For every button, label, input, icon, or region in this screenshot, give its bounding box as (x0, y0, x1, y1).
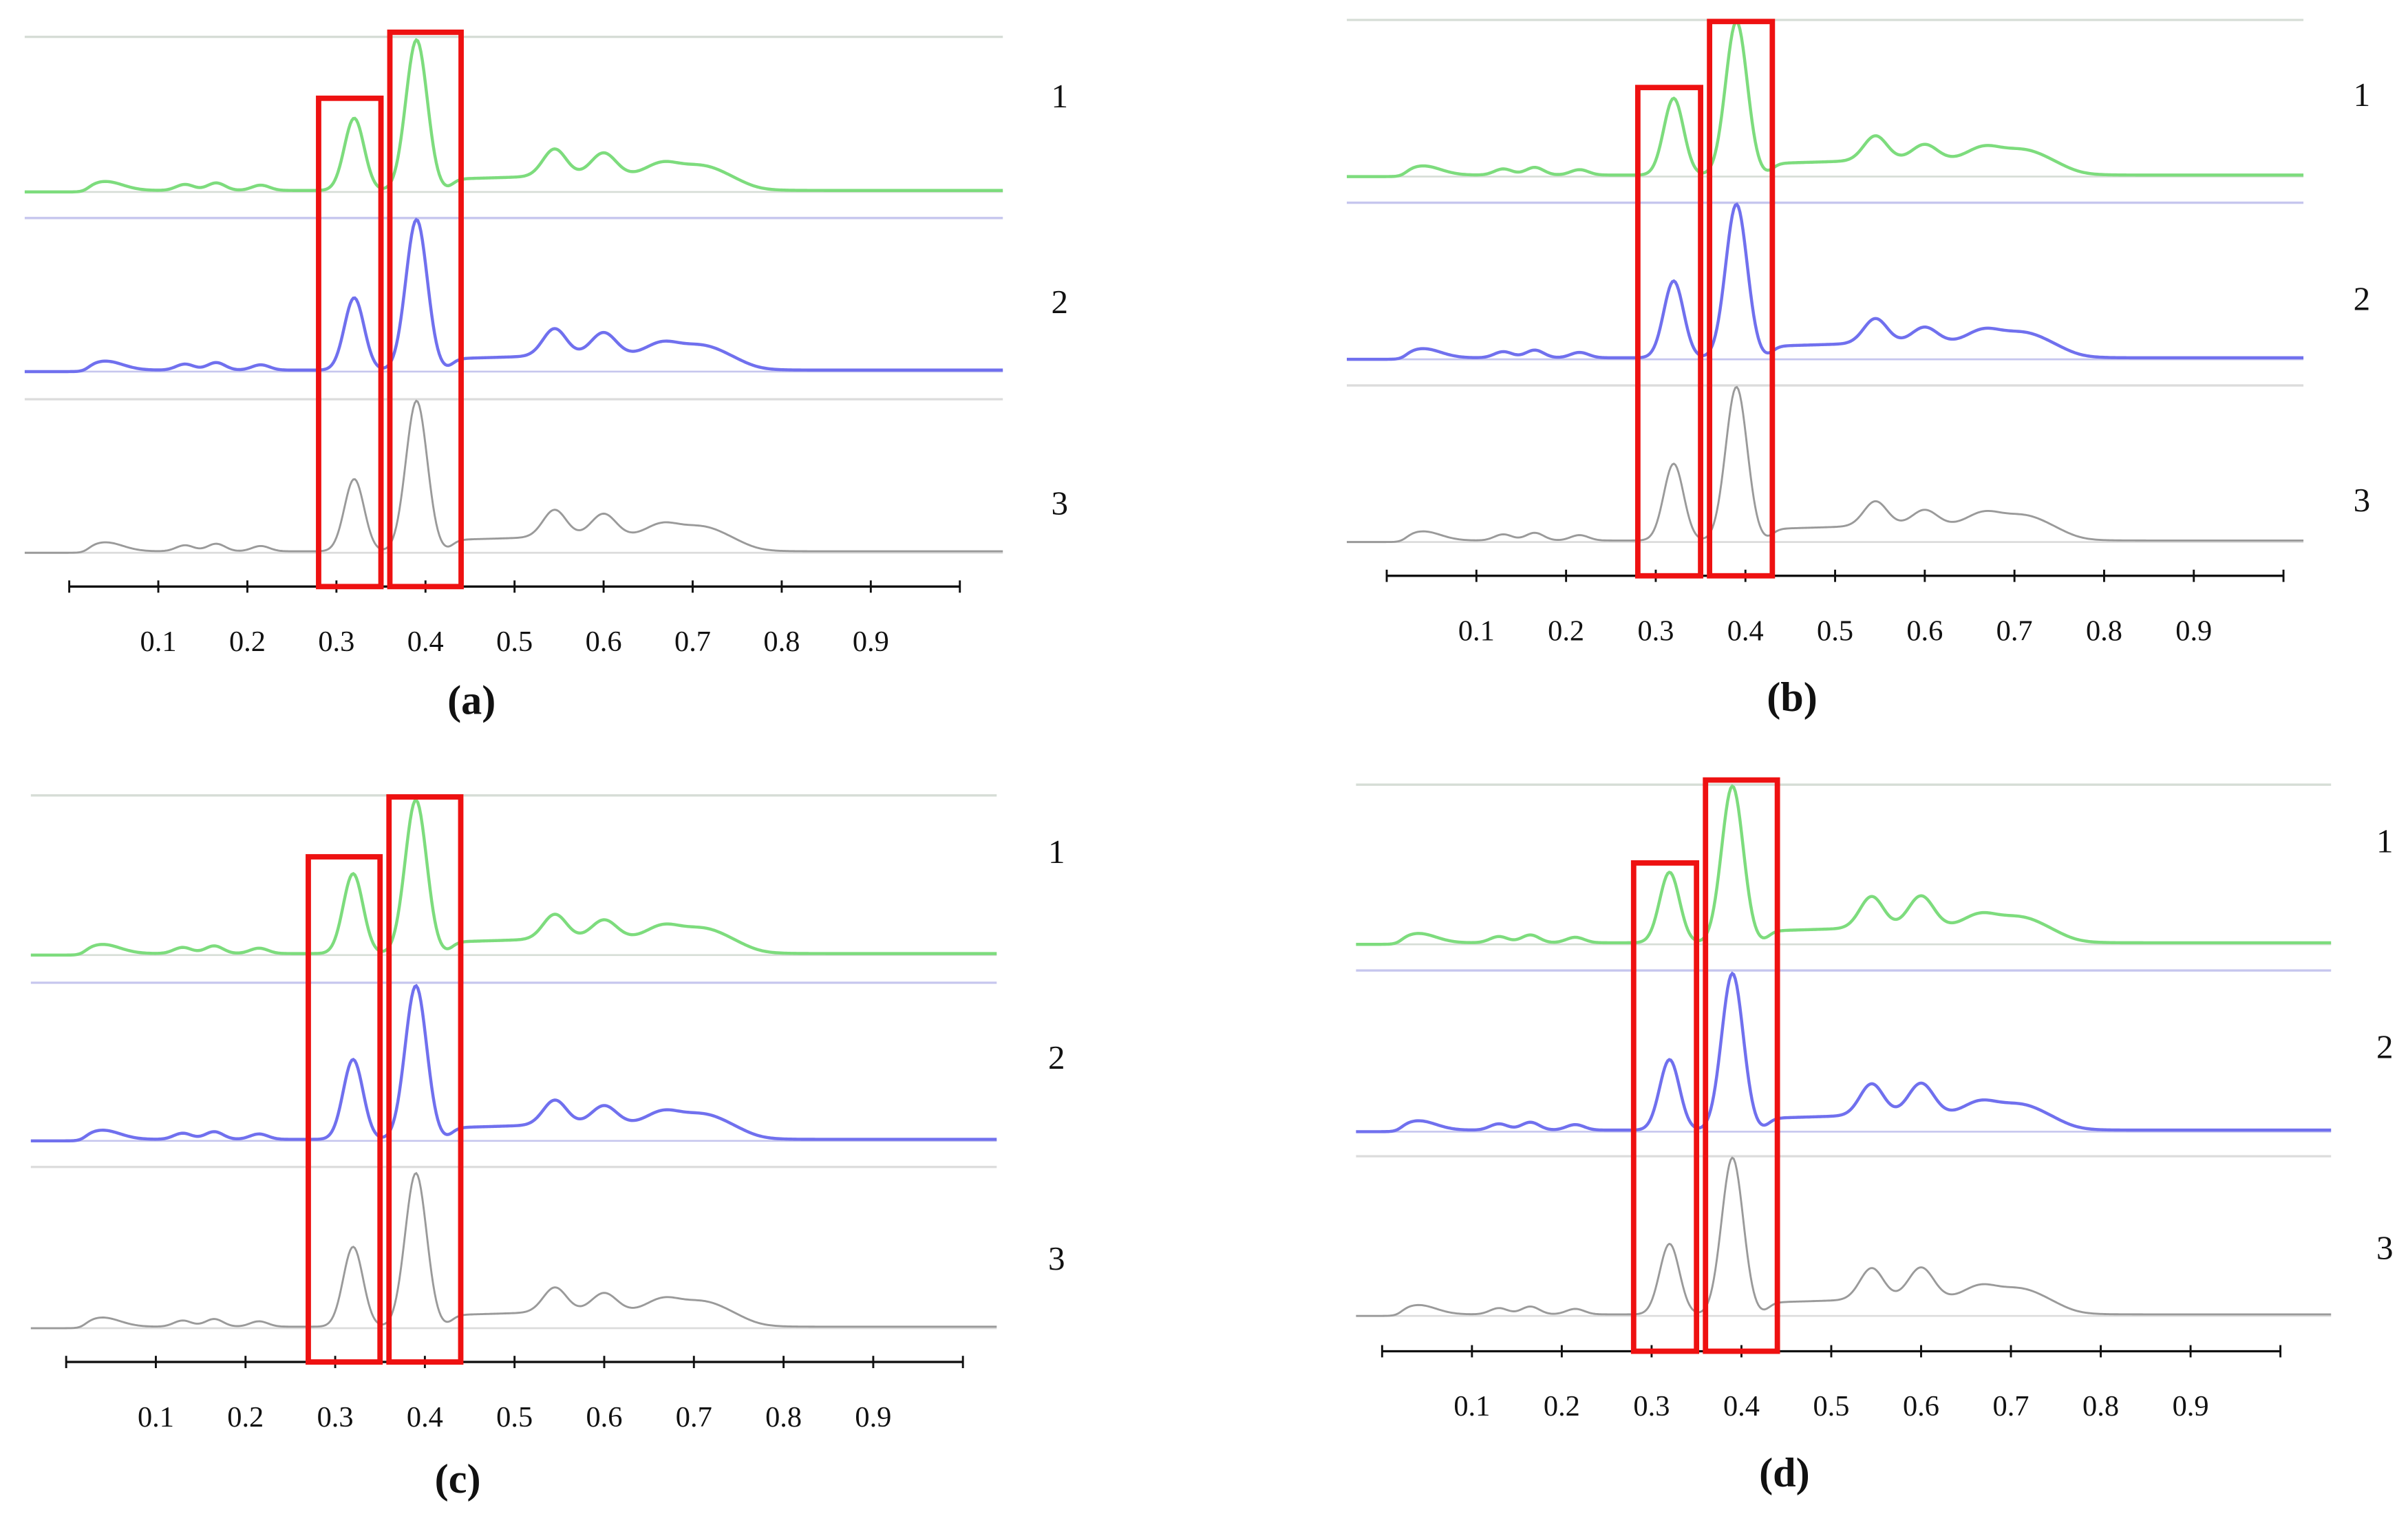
panel-c: 1 2 3 0.1 0.2 0.3 0.4 0.5 0.6 0.7 0.8 0.9 (c) (30, 794, 1065, 1502)
trace-label: 1 (2376, 822, 2394, 860)
trace-label: 3 (1048, 1239, 1065, 1277)
x-tick-label: 0.3 (318, 626, 354, 658)
x-tick-label: 0.2 (1544, 1390, 1580, 1422)
x-tick-label: 0.2 (227, 1401, 264, 1433)
panel-b: 1 2 3 0.1 0.2 0.3 0.4 0.5 0.6 0.7 0.8 0.9 (b) (1347, 19, 2371, 721)
trace-1 (1347, 19, 2304, 178)
x-tick-label: 0.4 (1727, 615, 1764, 647)
panel-d: 1 2 3 0.1 0.2 0.3 0.4 0.5 0.6 0.7 0.8 0.9 (d) (1356, 777, 2394, 1496)
x-tick-label: 0.8 (2082, 1390, 2119, 1422)
x-tick-label: 0.5 (496, 1401, 533, 1433)
trace-label: 2 (1048, 1038, 1065, 1076)
x-tick-label: 0.1 (1453, 1390, 1490, 1422)
x-tick-label: 0.8 (2086, 615, 2122, 647)
trace-3 (1347, 385, 2304, 544)
highlight-box (316, 95, 384, 590)
x-tick-label: 0.1 (140, 626, 177, 658)
x-tick-label: 0.1 (138, 1401, 174, 1433)
x-tick-label: 0.3 (317, 1401, 354, 1433)
highlight-box (386, 794, 464, 1365)
x-tick-label: 0.5 (1817, 615, 1853, 647)
highlight-box (1630, 860, 1700, 1354)
highlight-box (306, 854, 383, 1365)
x-tick-label: 0.8 (765, 1401, 802, 1433)
trace-3 (24, 399, 1003, 554)
x-tick-label: 0.9 (853, 626, 889, 658)
panel-a: 1 2 3 0.1 0.2 0.3 0.4 0.5 0.6 0.7 0.8 0.9 (a) (24, 29, 1068, 724)
panel-label: (a) (447, 678, 496, 724)
trace-label: 3 (1051, 484, 1068, 522)
highlight-box (387, 29, 464, 590)
highlight-box (1707, 19, 1776, 579)
x-tick-label: 0.9 (2175, 615, 2212, 647)
x-tick-label: 0.2 (1548, 615, 1584, 647)
x-tick-label: 0.6 (1906, 615, 1943, 647)
x-tick-label: 0.7 (676, 1401, 712, 1433)
x-tick-label: 0.6 (586, 1401, 622, 1433)
panel-label: (d) (1759, 1450, 1810, 1496)
panel-label: (b) (1767, 674, 1818, 721)
trace-label: 3 (2376, 1229, 2394, 1267)
trace-3 (1356, 1156, 2332, 1317)
trace-2 (30, 983, 997, 1143)
x-tick-label: 0.9 (855, 1401, 891, 1433)
trace-label: 3 (2354, 481, 2371, 519)
x-tick-label: 0.9 (2173, 1390, 2209, 1422)
x-tick-label: 0.1 (1458, 615, 1495, 647)
x-tick-label: 0.7 (1993, 1390, 2029, 1422)
x-tick-label: 0.3 (1633, 1390, 1670, 1422)
x-tick-label: 0.4 (407, 626, 444, 658)
x-tick-label: 0.6 (1903, 1390, 1939, 1422)
x-tick-label: 0.2 (229, 626, 266, 658)
trace-1 (30, 798, 997, 957)
x-tick-label: 0.5 (1813, 1390, 1849, 1422)
trace-1 (24, 38, 1003, 194)
trace-label: 1 (1048, 833, 1065, 871)
panel-label: (c) (435, 1456, 481, 1502)
trace-label: 1 (1051, 77, 1068, 115)
trace-label: 2 (1051, 283, 1068, 321)
highlight-box (1703, 777, 1780, 1354)
x-tick-label: 0.5 (496, 626, 533, 658)
x-tick-label: 0.3 (1637, 615, 1674, 647)
trace-label: 2 (2354, 280, 2371, 318)
highlight-box (1634, 85, 1703, 579)
trace-2 (24, 217, 1003, 374)
x-tick-label: 0.7 (1996, 615, 2033, 647)
trace-1 (1356, 784, 2332, 946)
trace-2 (1356, 971, 2332, 1133)
x-tick-label: 0.7 (674, 626, 711, 658)
x-tick-label: 0.4 (407, 1401, 443, 1433)
trace-3 (30, 1171, 997, 1330)
trace-label: 1 (2354, 76, 2371, 114)
x-tick-label: 0.4 (1723, 1390, 1760, 1422)
trace-label: 2 (2376, 1027, 2394, 1065)
x-tick-label: 0.6 (586, 626, 622, 658)
trace-2 (1347, 202, 2304, 361)
x-tick-label: 0.8 (763, 626, 800, 658)
